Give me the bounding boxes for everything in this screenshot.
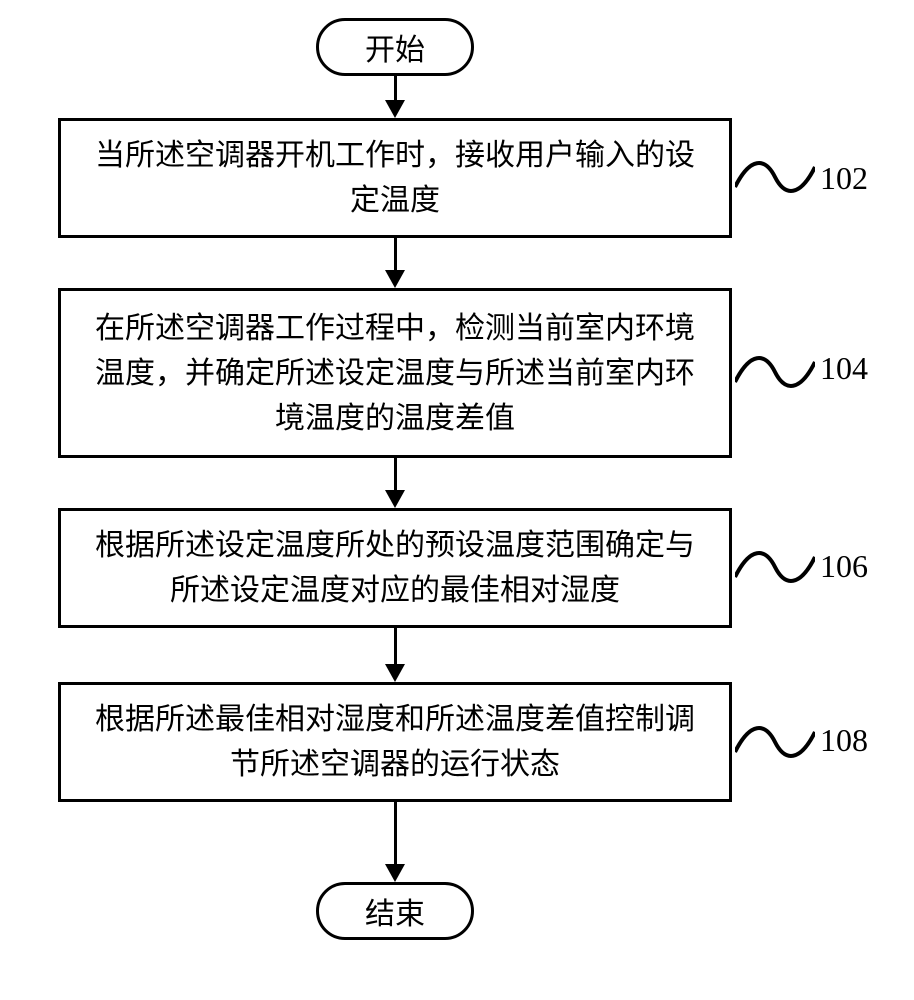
edge-106-108-head (385, 664, 405, 682)
process-104-text: 在所述空调器工作过程中，检测当前室内环境温度，并确定所述设定温度与所述当前室内环… (81, 306, 709, 441)
wave-102 (735, 155, 815, 199)
process-102: 当所述空调器开机工作时，接收用户输入的设定温度 (58, 118, 732, 238)
label-102: 102 (820, 160, 868, 197)
process-104: 在所述空调器工作过程中，检测当前室内环境温度，并确定所述设定温度与所述当前室内环… (58, 288, 732, 458)
start-label: 开始 (365, 25, 425, 69)
end-node: 结束 (316, 882, 474, 940)
wave-108 (735, 720, 815, 764)
edge-start-102 (394, 76, 397, 100)
edge-104-106 (394, 458, 397, 490)
edge-start-102-head (385, 100, 405, 118)
process-106: 根据所述设定温度所处的预设温度范围确定与所述设定温度对应的最佳相对湿度 (58, 508, 732, 628)
edge-106-108 (394, 628, 397, 664)
edge-108-end-head (385, 864, 405, 882)
flowchart-container: 开始 当所述空调器开机工作时，接收用户输入的设定温度 102 在所述空调器工作过… (0, 0, 914, 1000)
edge-108-end (394, 802, 397, 864)
start-node: 开始 (316, 18, 474, 76)
end-label: 结束 (365, 889, 425, 933)
label-108: 108 (820, 722, 868, 759)
process-108: 根据所述最佳相对湿度和所述温度差值控制调节所述空调器的运行状态 (58, 682, 732, 802)
edge-102-104 (394, 238, 397, 270)
process-102-text: 当所述空调器开机工作时，接收用户输入的设定温度 (81, 133, 709, 223)
process-106-text: 根据所述设定温度所处的预设温度范围确定与所述设定温度对应的最佳相对湿度 (81, 523, 709, 613)
wave-104 (735, 350, 815, 394)
process-108-text: 根据所述最佳相对湿度和所述温度差值控制调节所述空调器的运行状态 (81, 697, 709, 787)
label-104: 104 (820, 350, 868, 387)
label-106: 106 (820, 548, 868, 585)
wave-106 (735, 545, 815, 589)
edge-104-106-head (385, 490, 405, 508)
edge-102-104-head (385, 270, 405, 288)
